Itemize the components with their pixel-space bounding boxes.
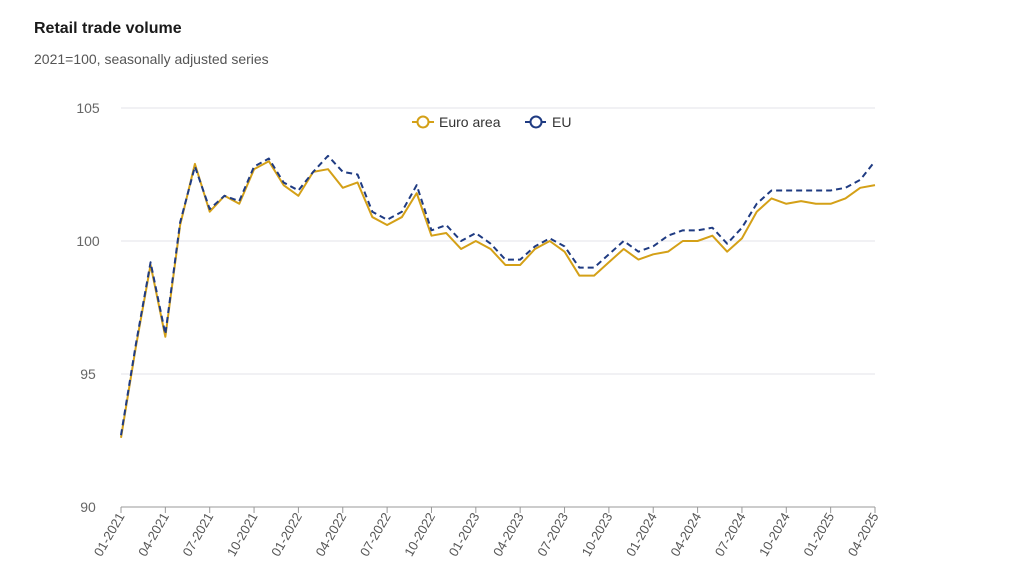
y-axis-ticks: 90 95 100 105 xyxy=(76,100,100,515)
legend-marker xyxy=(529,115,543,129)
x-tick-label: 07-2021 xyxy=(179,510,216,559)
series-line-eu xyxy=(120,154,876,436)
legend-marker xyxy=(416,115,430,129)
legend-label: Euro area xyxy=(439,114,501,130)
x-tick-label: 01-2021 xyxy=(91,510,128,559)
x-tick-label: 04-2023 xyxy=(490,510,527,559)
x-tick-label: 01-2023 xyxy=(446,510,483,559)
x-tick-label: 10-2023 xyxy=(579,510,616,559)
x-tick-label: 04-2021 xyxy=(135,510,172,559)
series-line-euro-area xyxy=(120,160,876,439)
x-tick-label: 04-2025 xyxy=(845,510,882,559)
legend-item-eu[interactable]: EU xyxy=(525,114,571,130)
x-tick-label: 01-2022 xyxy=(268,510,305,559)
x-tick-label: 01-2024 xyxy=(623,510,660,559)
chart-subtitle: 2021=100, seasonally adjusted series xyxy=(34,51,269,67)
y-tick-label: 95 xyxy=(80,366,96,382)
x-tick-label: 04-2022 xyxy=(313,510,350,559)
x-tick-label: 10-2021 xyxy=(224,510,261,559)
x-axis: 01-2021 04-2021 07-2021 10-2021 01-2022 04-20… xyxy=(91,506,882,559)
series-lines xyxy=(120,154,876,439)
x-tick-label: 10-2022 xyxy=(401,510,438,559)
x-tick-label: 07-2023 xyxy=(534,510,571,559)
legend-item-euro-area[interactable]: Euro area xyxy=(412,114,501,130)
x-tick-label: 10-2024 xyxy=(756,510,793,559)
legend-label: EU xyxy=(552,114,571,130)
y-tick-label: 105 xyxy=(76,100,100,116)
chart-title: Retail trade volume xyxy=(34,20,182,37)
x-tick-label: 07-2022 xyxy=(357,510,394,559)
x-tick-label: 07-2024 xyxy=(712,510,749,559)
x-tick-label: 01-2025 xyxy=(800,510,837,559)
legend[interactable]: Euro area EU xyxy=(412,114,571,130)
gridlines xyxy=(121,107,875,375)
y-tick-label: 90 xyxy=(80,499,96,515)
x-tick-label: 04-2024 xyxy=(667,510,704,559)
y-tick-label: 100 xyxy=(76,233,100,249)
